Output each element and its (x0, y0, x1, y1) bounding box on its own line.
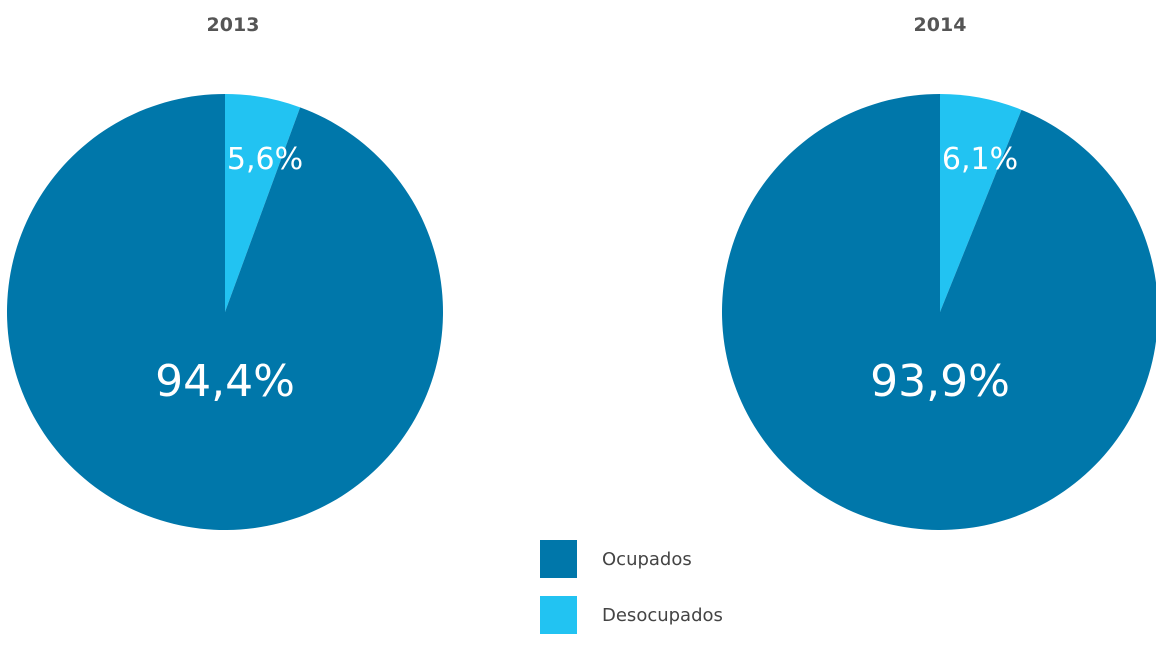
pie-chart-2014: 93,9% 6,1% (722, 94, 1156, 530)
legend: Ocupados Desocupados (540, 540, 723, 652)
slice-label-ocupados: 93,9% (870, 356, 1010, 407)
legend-item-desocupados: Desocupados (540, 596, 723, 634)
legend-swatch-desocupados (540, 596, 577, 634)
legend-label-desocupados: Desocupados (602, 604, 723, 626)
pie-title-2013: 2013 (206, 14, 260, 36)
legend-swatch-ocupados (540, 540, 577, 578)
pie-slice-desocupados (940, 94, 1022, 312)
legend-label-ocupados: Ocupados (602, 548, 692, 570)
legend-item-ocupados: Ocupados (540, 540, 723, 578)
pie-chart-2013: 94,4% 5,6% (6, 94, 444, 531)
slice-label-desocupados: 5,6% (227, 142, 303, 177)
slice-label-ocupados: 94,4% (155, 356, 295, 407)
pie-slice-ocupados (722, 94, 1156, 530)
pie-title-2014: 2014 (913, 14, 967, 36)
pie-slice-ocupados (6, 94, 444, 531)
slice-label-desocupados: 6,1% (942, 142, 1018, 177)
pie-slice-desocupados (225, 94, 301, 312)
